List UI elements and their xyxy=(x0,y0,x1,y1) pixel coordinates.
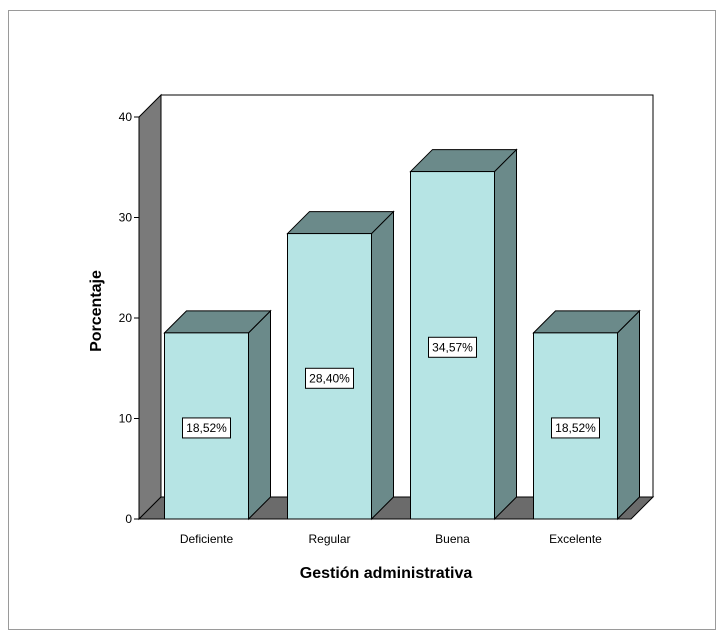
bar-chart: 0 10 20 30 40 18,52% 28,40% 34,57% 18,52% Defic… xyxy=(88,93,655,582)
x-tick-label: Buena xyxy=(435,532,470,546)
bar-buena: 34,57% xyxy=(409,148,518,521)
bar-side-face xyxy=(248,309,271,521)
y-tick-label: 30 xyxy=(119,211,133,225)
x-axis: Deficiente Regular Buena Excelente xyxy=(180,532,602,546)
side-wall xyxy=(138,93,162,521)
bar-side-face xyxy=(494,148,517,521)
data-label: 18,52% xyxy=(555,421,596,435)
x-tick-label: Deficiente xyxy=(180,532,234,546)
data-label-box xyxy=(305,367,354,389)
y-axis: 0 10 20 30 40 xyxy=(119,110,140,526)
data-label: 34,57% xyxy=(432,340,473,354)
bar-side-face xyxy=(617,309,640,521)
y-tick-label: 0 xyxy=(125,512,132,526)
bar-side-face xyxy=(371,210,394,521)
y-tick-label: 10 xyxy=(119,412,133,426)
data-label-box xyxy=(428,336,477,358)
y-tick-label: 20 xyxy=(119,311,133,325)
bar-regular: 28,40% xyxy=(286,210,395,521)
data-label-box xyxy=(551,417,600,439)
data-label: 28,40% xyxy=(309,371,350,385)
data-label: 18,52% xyxy=(186,421,227,435)
x-tick-label: Excelente xyxy=(549,532,602,546)
y-axis-title: Porcentaje xyxy=(88,270,105,352)
bars-group: 18,52% 28,40% 34,57% 18,52% xyxy=(163,148,641,521)
data-label-box xyxy=(182,417,231,439)
bar-deficiente: 18,52% xyxy=(163,309,272,521)
x-tick-label: Regular xyxy=(308,532,350,546)
y-tick-label: 40 xyxy=(119,110,133,124)
chart-frame: 0 10 20 30 40 18,52% 28,40% 34,57% 18,52% Defic… xyxy=(8,10,716,630)
bar-excelente: 18,52% xyxy=(532,309,641,521)
x-axis-title: Gestión administrativa xyxy=(300,565,473,582)
